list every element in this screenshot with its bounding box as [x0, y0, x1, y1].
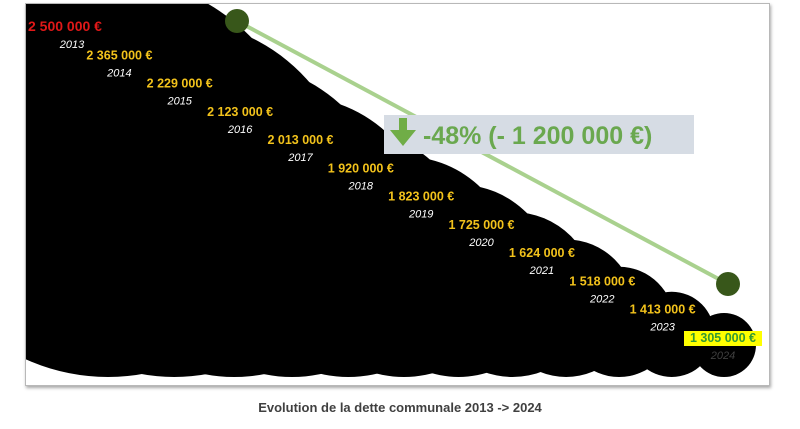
amount-label-2017: 2 013 000 € — [267, 133, 333, 147]
trend-label-box — [384, 115, 694, 154]
year-label-2019: 2019 — [408, 209, 433, 221]
year-label-2023: 2023 — [649, 322, 675, 334]
trend-label: -48% (- 1 200 000 €) — [423, 122, 652, 150]
amount-label-2024: 1 305 000 € — [690, 331, 756, 345]
amount-label-2013: 2 500 000 € — [28, 18, 102, 34]
last-amount-highlight — [684, 331, 762, 346]
amount-label-2014: 2 365 000 € — [86, 48, 152, 62]
year-label-2021: 2021 — [529, 265, 554, 277]
year-label-2024: 2024 — [710, 350, 735, 362]
amount-label-2021: 1 624 000 € — [509, 246, 575, 260]
bubble-2023 — [629, 291, 715, 377]
year-label-2014: 2014 — [106, 67, 131, 79]
amount-label-2020: 1 725 000 € — [448, 218, 514, 232]
amount-label-2018: 1 920 000 € — [328, 161, 394, 175]
year-label-2020: 2020 — [468, 237, 494, 249]
chart-frame: -48% (- 1 200 000 €) 2 500 000 € 2013 2 36… — [25, 3, 770, 386]
year-label-2015: 2015 — [166, 96, 192, 108]
trend-dot-end — [716, 272, 740, 296]
amount-label-2015: 2 229 000 € — [147, 77, 213, 91]
year-label-2013: 2013 — [59, 39, 85, 51]
trend-annotation: -48% (- 1 200 000 €) — [225, 9, 740, 296]
year-label-2018: 2018 — [348, 180, 374, 192]
arrow-down-icon — [390, 118, 416, 146]
amount-label-2016: 2 123 000 € — [207, 105, 273, 119]
bubble-layer — [26, 4, 756, 377]
amount-label-2023: 1 413 000 € — [630, 303, 696, 317]
amount-label-2019: 1 823 000 € — [388, 190, 454, 204]
chart-caption: Evolution de la dette communale 2013 -> … — [258, 400, 542, 415]
amount-label-2022: 1 518 000 € — [569, 275, 635, 289]
trend-dot-start — [225, 9, 249, 33]
year-label-2022: 2022 — [589, 294, 614, 306]
year-label-2017: 2017 — [287, 152, 313, 164]
year-label-2016: 2016 — [227, 124, 253, 136]
